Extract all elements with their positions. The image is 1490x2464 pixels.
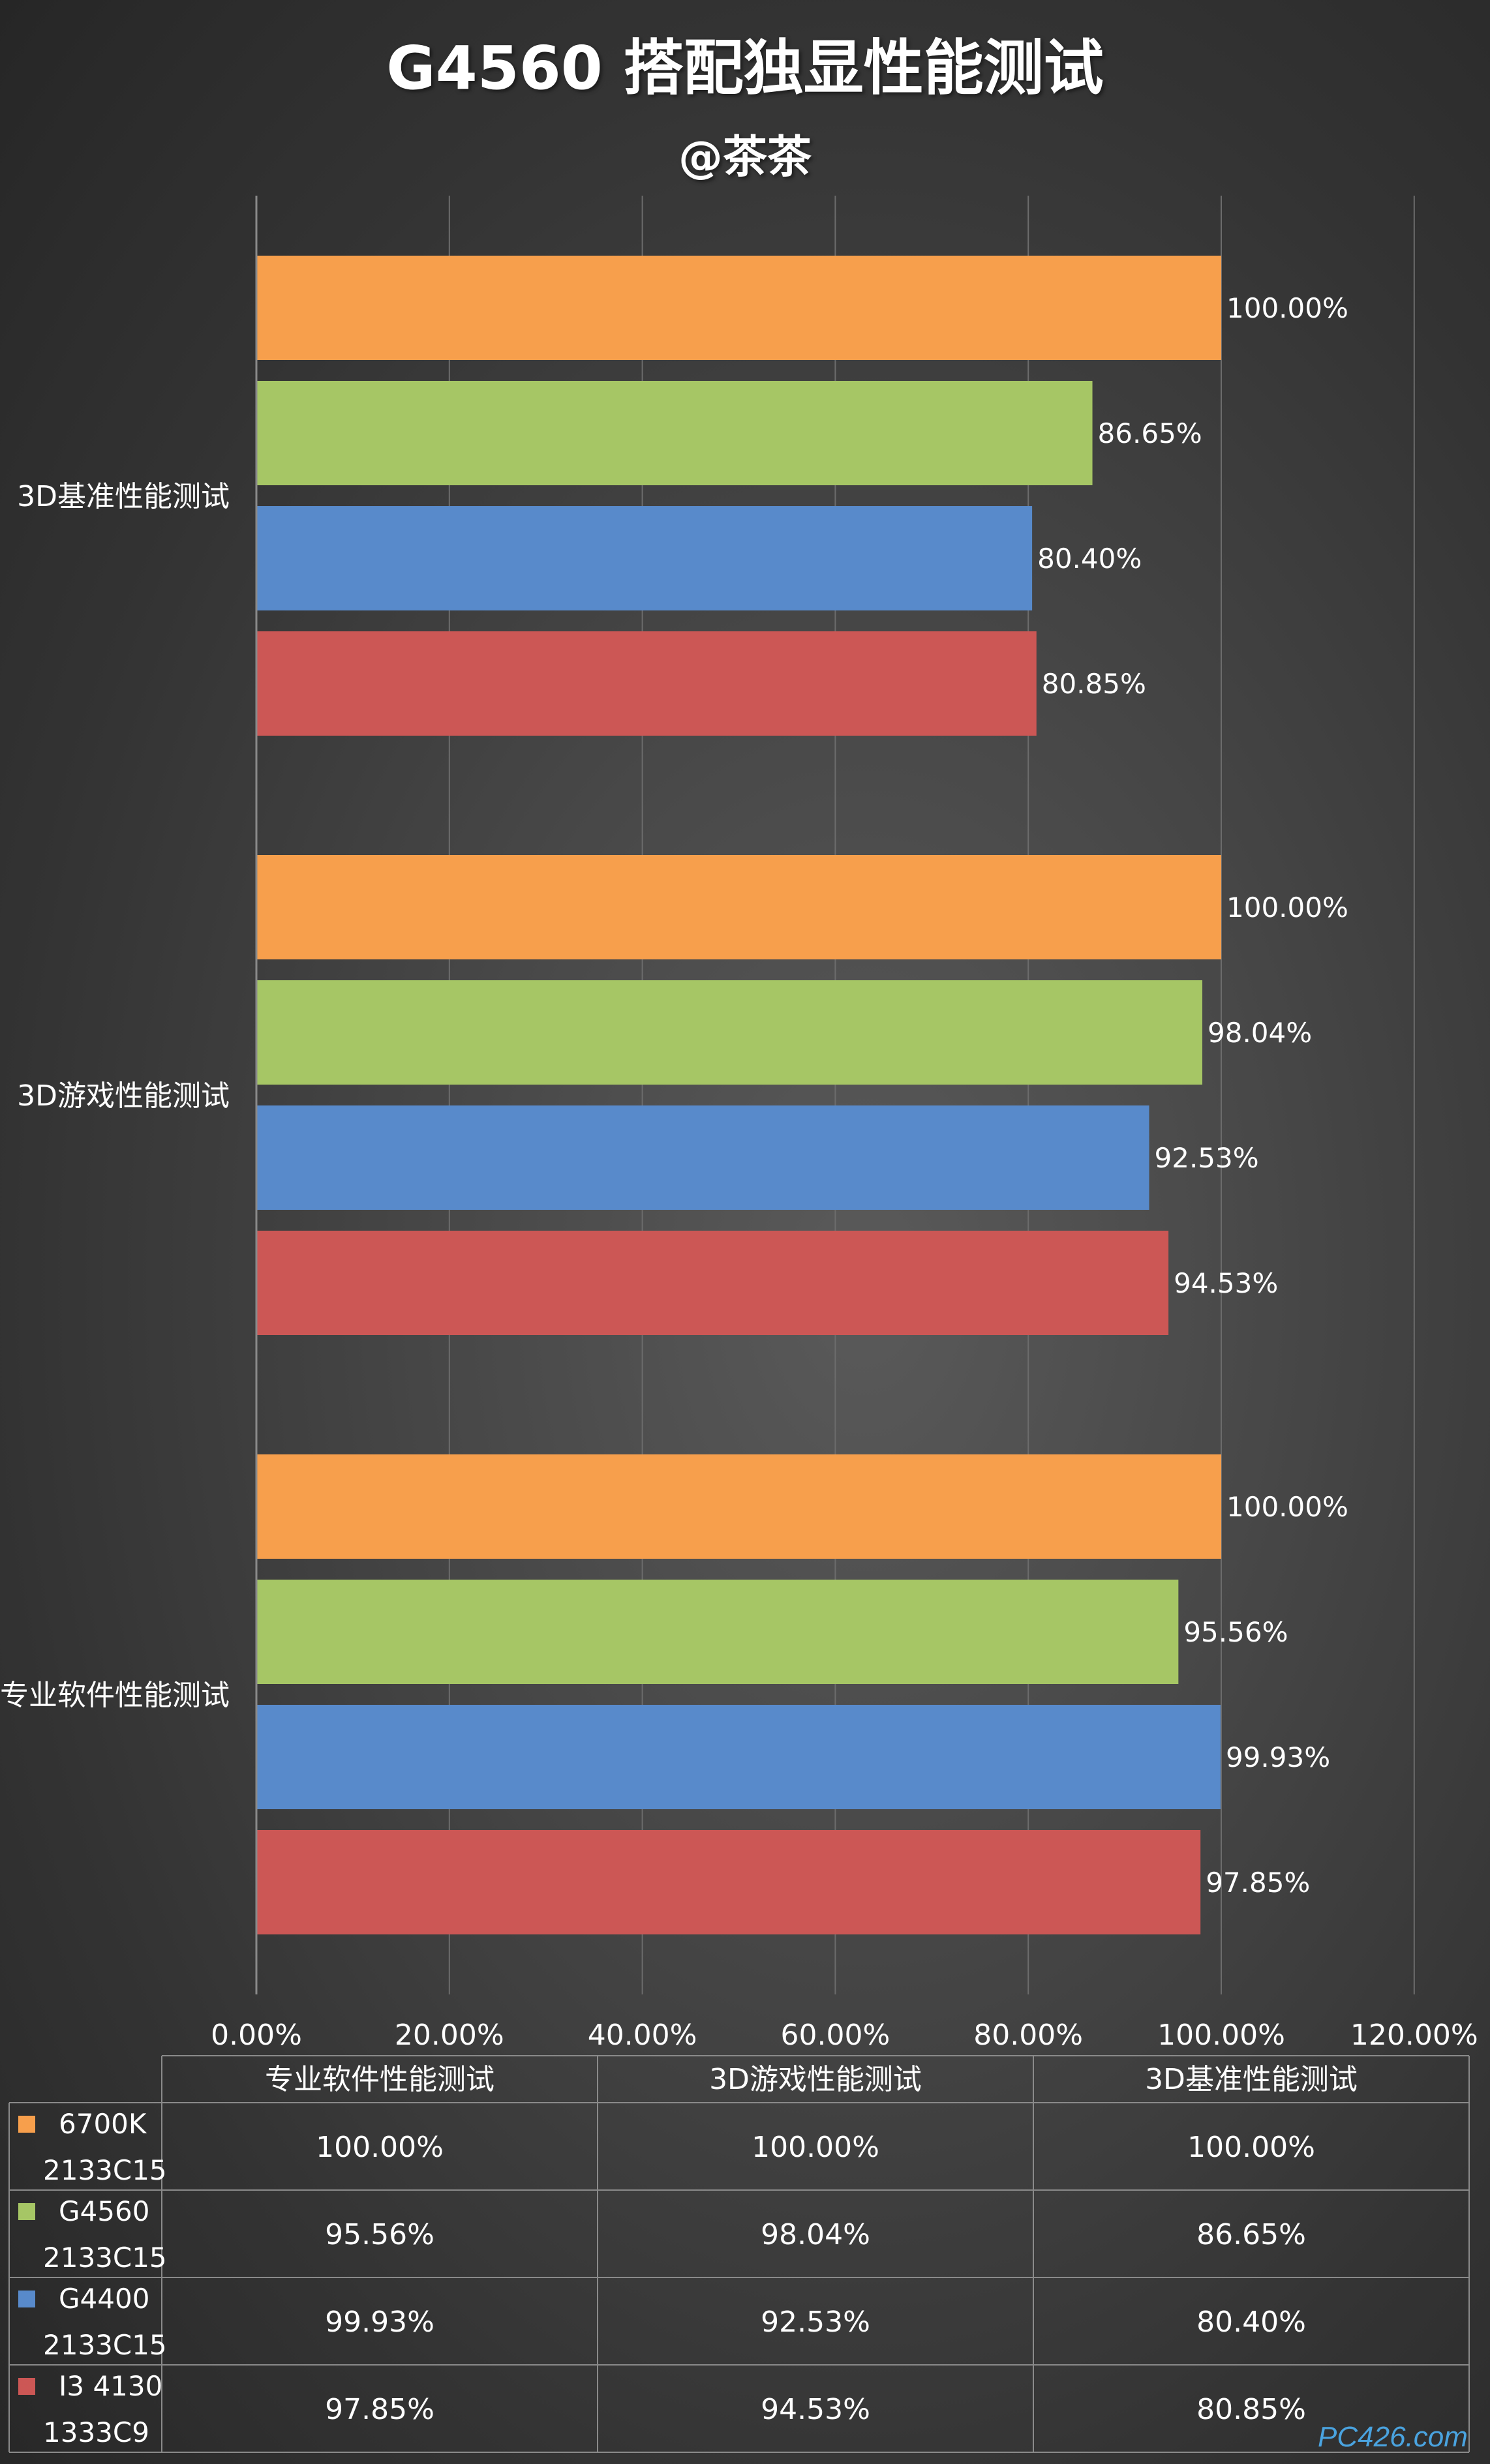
table-header: 3D基准性能测试 <box>1145 2063 1358 2096</box>
legend-swatch <box>18 2291 35 2307</box>
data-label: 100.00% <box>1226 1491 1348 1523</box>
data-label: 100.00% <box>1226 292 1348 324</box>
data-label: 80.85% <box>1042 668 1146 700</box>
bar <box>256 1705 1221 1809</box>
x-tick-label: 120.00% <box>1350 2019 1478 2052</box>
x-tick-label: 100.00% <box>1157 2019 1285 2052</box>
legend-swatch <box>18 2203 35 2220</box>
category-label: 专业软件性能测试 <box>0 1679 230 1712</box>
bar <box>256 1231 1169 1335</box>
bar <box>256 631 1037 736</box>
table-cell: 86.65% <box>1196 2218 1306 2251</box>
bar <box>256 381 1093 485</box>
legend-label: I3 4130 <box>59 2370 162 2402</box>
table-cell: 80.85% <box>1196 2393 1306 2426</box>
bar <box>256 980 1203 1085</box>
watermark-logo: PC426.com <box>1318 2421 1468 2453</box>
legend-swatch <box>18 2116 35 2133</box>
bars <box>256 256 1221 1934</box>
table-cell: 100.00% <box>316 2131 444 2164</box>
bar <box>256 1105 1149 1210</box>
x-tick-label: 20.00% <box>395 2019 504 2052</box>
legend-label: 6700K <box>59 2108 147 2140</box>
chart-title: G4560 搭配独显性能测试 <box>386 33 1104 103</box>
bar <box>256 1580 1179 1684</box>
data-table: 专业软件性能测试 3D游戏性能测试 3D基准性能测试 6700K 2133C15 100.… <box>8 2055 1470 2453</box>
table-header: 专业软件性能测试 <box>265 2063 494 2096</box>
x-tick-label: 0.00% <box>211 2019 302 2052</box>
table-cell: 92.53% <box>761 2306 870 2339</box>
data-label: 98.04% <box>1208 1017 1312 1049</box>
data-label: 94.53% <box>1174 1267 1278 1299</box>
table-cell: 97.85% <box>325 2393 434 2426</box>
table-cell: 100.00% <box>1187 2131 1315 2164</box>
x-tick-label: 40.00% <box>588 2019 697 2052</box>
table-cell: 100.00% <box>752 2131 879 2164</box>
x-tick-label: 80.00% <box>973 2019 1083 2052</box>
table-cell: 80.40% <box>1196 2306 1306 2339</box>
table-cell: 95.56% <box>325 2218 434 2251</box>
category-label: 3D基准性能测试 <box>17 480 230 513</box>
legend-label: G4400 <box>59 2283 149 2315</box>
legend-label: 1333C9 <box>43 2416 149 2448</box>
data-label: 97.85% <box>1206 1867 1310 1899</box>
bar <box>256 1454 1221 1559</box>
data-label: 92.53% <box>1155 1142 1259 1174</box>
x-tick-label: 60.00% <box>781 2019 890 2052</box>
table-header: 3D游戏性能测试 <box>709 2063 922 2096</box>
bar <box>256 855 1221 959</box>
data-label: 100.00% <box>1226 892 1348 924</box>
data-label: 99.93% <box>1226 1741 1330 1773</box>
table-cell: 98.04% <box>761 2218 870 2251</box>
table-cell: 94.53% <box>761 2393 870 2426</box>
legend-label: 2133C15 <box>43 2329 167 2361</box>
data-label: 86.65% <box>1098 417 1202 449</box>
bar <box>256 506 1033 610</box>
legend-label: 2133C15 <box>43 2242 167 2274</box>
category-label: 3D游戏性能测试 <box>17 1079 230 1113</box>
data-labels: 100.00% 86.65% 80.40% 80.85% 100.00% 98.04% 92… <box>1037 292 1348 1899</box>
legend-label: G4560 <box>59 2195 149 2227</box>
chart-subtitle: @茶茶 <box>678 132 812 183</box>
table-cell: 99.93% <box>325 2306 434 2339</box>
legend-label: 2133C15 <box>43 2154 167 2186</box>
axes: 0.00% 20.00% 40.00% 60.00% 80.00% 100.00% 120.… <box>0 196 1478 2052</box>
legend-swatch <box>18 2378 35 2395</box>
gridlines <box>448 196 1415 1994</box>
data-label: 95.56% <box>1183 1616 1288 1648</box>
data-label: 80.40% <box>1037 543 1142 575</box>
bar <box>256 256 1221 360</box>
bar <box>256 1830 1201 1934</box>
